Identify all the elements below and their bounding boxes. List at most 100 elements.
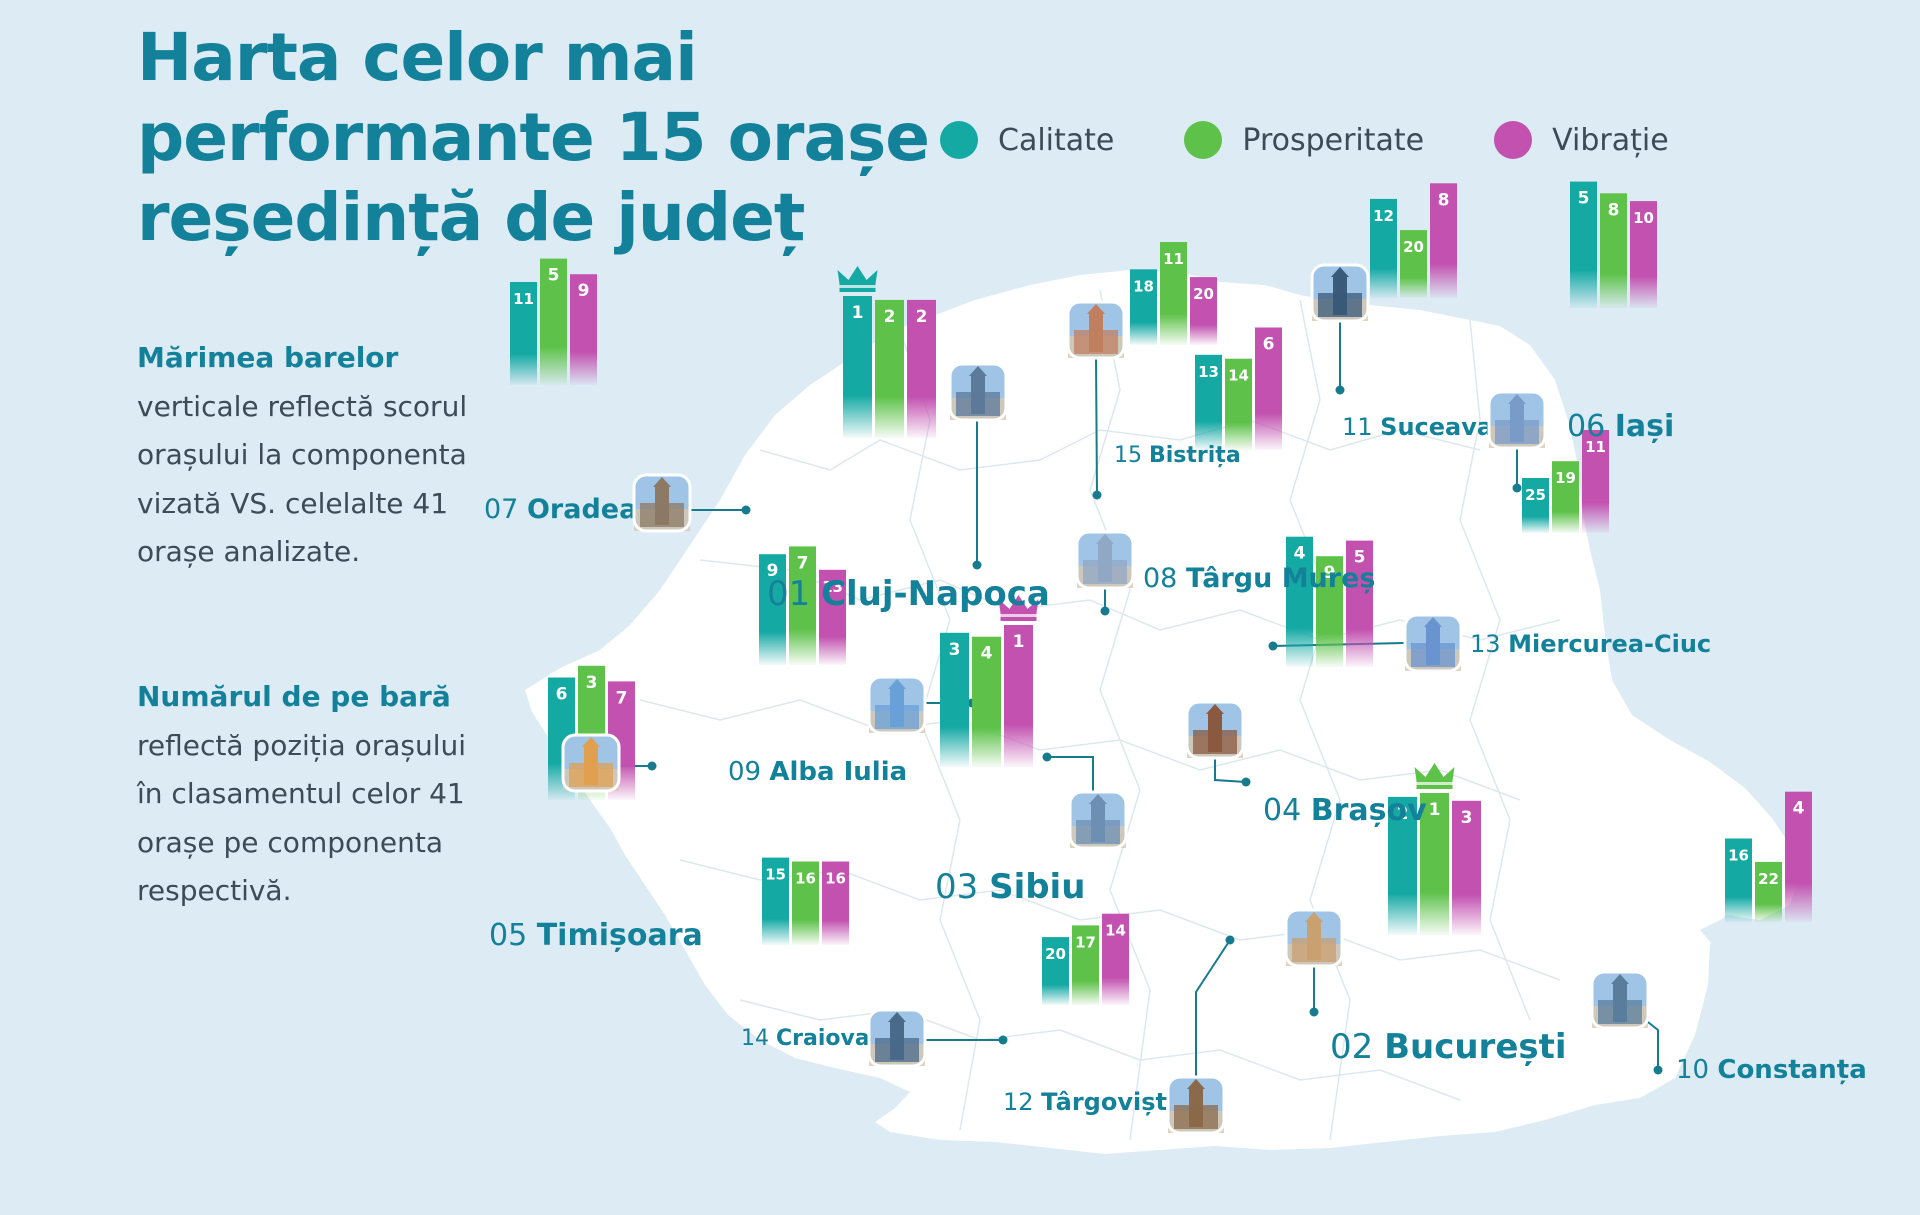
connector-dot-cluj-napoca (972, 560, 982, 570)
city-name-cluj-napoca: Cluj-Napoca (821, 574, 1050, 614)
bar-constanta-prosperitate (1755, 861, 1782, 922)
bar-label-timisoara-vibratie: 7 (616, 688, 628, 708)
bar-label-targu-mures-calitate: 13 (1198, 363, 1219, 381)
connector-dot-brasov (1241, 777, 1251, 787)
bar-label-suceava-vibratie: 8 (1438, 190, 1450, 210)
landmark-photo-constanta (1590, 970, 1650, 1030)
connector-dot-targu-mures (1100, 606, 1110, 616)
bar-group-miercurea-ciuc: 25 19 11 (1522, 430, 1609, 533)
bar-label-bucuresti-calitate: 2 (1397, 804, 1409, 824)
danube-delta (1700, 915, 1770, 948)
bar-label-cluj-napoca-vibratie: 2 (916, 307, 928, 327)
bar-group-targu-mures: 13 14 6 (1195, 327, 1282, 450)
bar-label-brasov-calitate: 4 (1294, 544, 1306, 564)
connector-dot-sibiu (1042, 752, 1052, 762)
bar-alba-iulia-vibratie (819, 569, 846, 665)
bar-label-timisoara-prosperitate: 3 (586, 673, 598, 693)
city-name-oradea: Oradea (527, 494, 637, 525)
landmark-photo-targu-mures (1075, 530, 1135, 590)
legend-dot-vibratie (1494, 121, 1533, 159)
bar-targu-mures-calitate (1195, 354, 1222, 450)
side-note-1-text: verticale reflectă scorul orașului la co… (137, 389, 468, 569)
bar-label-craiova-prosperitate: 16 (795, 870, 816, 888)
legend-dot-prosperitate (1184, 121, 1223, 159)
landmark-photo-cluj-napoca (948, 362, 1008, 422)
city-label-oradea: 07 Oradea (484, 494, 637, 525)
city-label-alba-iulia: 09 Alba Iulia (728, 757, 907, 787)
bar-craiova-calitate (762, 857, 789, 945)
bar-group-brasov: 495 (1286, 536, 1373, 667)
bar-group-targoviste: 20 17 14 (1042, 913, 1129, 1005)
city-label-brasov: 04 Brașov (1263, 793, 1427, 828)
bar-oradea-vibratie (570, 274, 597, 385)
bar-label-oradea-prosperitate: 5 (548, 266, 560, 286)
city-name-timisoara: Timișoara (537, 918, 703, 953)
city-rank-miercurea-ciuc: 13 (1470, 630, 1508, 658)
city-rank-targu-mures: 08 (1143, 563, 1186, 594)
bar-label-brasov-prosperitate: 9 (1324, 563, 1336, 583)
city-name-constanta: Constanța (1717, 1055, 1866, 1085)
city-rank-timisoara: 05 (489, 918, 537, 953)
landmark-photo-bucuresti (1284, 908, 1344, 968)
city-rank-bistrita: 15 (1114, 443, 1149, 468)
city-label-suceava: 11 Suceava (1342, 413, 1493, 441)
bar-iasi-prosperitate (1600, 193, 1627, 308)
bar-label-bistrita-vibratie: 20 (1193, 285, 1214, 303)
city-label-bucuresti: 02 București (1330, 1027, 1567, 1067)
city-rank-targoviste: 12 (1003, 1088, 1041, 1116)
connector-dot-iasi (1512, 483, 1522, 493)
bar-label-targu-mures-prosperitate: 14 (1228, 367, 1249, 385)
side-note-2-bold: Numărul de pe bară (137, 680, 451, 713)
bar-targoviste-vibratie (1102, 913, 1129, 1005)
city-rank-sibiu: 03 (935, 867, 989, 907)
bar-label-oradea-calitate: 11 (513, 290, 534, 308)
city-name-alba-iulia: Alba Iulia (769, 757, 907, 787)
landmark-photo-suceava (1310, 263, 1370, 323)
city-label-targoviste: 12 Târgoviște (1003, 1088, 1183, 1116)
bar-label-miercurea-ciuc-prosperitate: 19 (1555, 469, 1576, 487)
bar-bucuresti-calitate (1388, 796, 1417, 935)
title-line-3: reședință de județ (137, 179, 805, 256)
connector-dot-bistrita (1092, 490, 1102, 500)
bar-label-oradea-vibratie: 9 (578, 281, 590, 301)
landmark-photo-sibiu (1068, 790, 1128, 850)
city-rank-cluj-napoca: 01 (767, 574, 821, 614)
bar-iasi-calitate (1570, 181, 1597, 308)
bar-group-oradea: 11 59 (510, 258, 597, 385)
landmark-photo-craiova (867, 1008, 927, 1068)
bar-label-sibiu-prosperitate: 4 (981, 644, 993, 664)
title-line-1: Harta celor mai (137, 19, 698, 96)
bar-label-sibiu-vibratie: 1 (1013, 632, 1025, 652)
bar-label-bucuresti-vibratie: 3 (1461, 808, 1473, 828)
connector-dot-timisoara (647, 761, 657, 771)
landmark-photo-brasov (1185, 700, 1245, 760)
bar-miercurea-ciuc-prosperitate (1552, 461, 1579, 533)
bar-label-cluj-napoca-prosperitate: 2 (884, 307, 896, 327)
landmark-photo-oradea (632, 473, 692, 533)
city-label-constanta: 10 Constanța (1676, 1055, 1867, 1085)
city-name-sibiu: Sibiu (989, 867, 1085, 907)
bar-bucuresti-vibratie (1452, 800, 1481, 935)
landmark-photo-bistrita (1066, 300, 1126, 360)
legend-label-calitate: Calitate (998, 122, 1115, 158)
bar-cluj-napoca-prosperitate (875, 299, 904, 438)
bar-targu-mures-prosperitate (1225, 358, 1252, 450)
city-name-bistrita: Bistrița (1149, 443, 1241, 468)
bar-label-iasi-prosperitate: 8 (1608, 200, 1620, 220)
bar-alba-iulia-prosperitate (789, 546, 816, 665)
legend-dot-calitate (940, 121, 978, 159)
city-rank-constanta: 10 (1676, 1055, 1717, 1085)
bar-label-targoviste-vibratie: 14 (1105, 922, 1126, 940)
bar-craiova-prosperitate (792, 861, 819, 945)
bar-group-constanta: 16 22 4 (1725, 791, 1812, 922)
bar-suceava-calitate (1370, 198, 1397, 298)
bar-group-bistrita: 18 11 20 (1130, 242, 1217, 345)
bar-label-iasi-calitate: 5 (1578, 189, 1590, 209)
bar-bistrita-vibratie (1190, 277, 1217, 345)
city-label-miercurea-ciuc: 13 Miercurea-Ciuc (1470, 630, 1711, 658)
city-rank-bucuresti: 02 (1330, 1027, 1384, 1067)
bar-brasov-vibratie (1346, 540, 1373, 667)
city-rank-iasi: 06 (1567, 409, 1615, 444)
bar-label-alba-iulia-calitate: 9 (767, 561, 779, 581)
